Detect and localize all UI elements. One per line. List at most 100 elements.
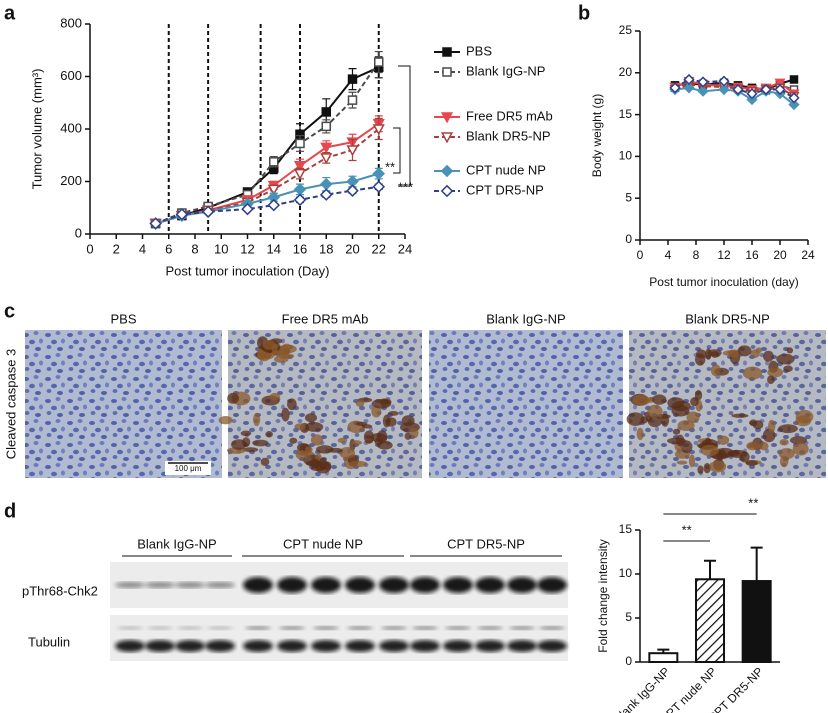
stain (703, 463, 711, 474)
marker (293, 183, 307, 196)
x-tick-label: 12 (717, 248, 731, 262)
marker (293, 161, 307, 173)
y-tick-label: 200 (60, 173, 82, 188)
y-tick-label: 15 (619, 107, 633, 121)
stain (240, 430, 252, 437)
stain (758, 441, 769, 451)
marker (746, 93, 758, 106)
band (115, 582, 145, 588)
x-tick-label: 20 (773, 248, 787, 262)
band (277, 640, 307, 652)
stain (745, 460, 758, 466)
band (347, 626, 373, 630)
band (475, 640, 505, 652)
stain (289, 437, 298, 444)
x-tick-label: 8 (191, 241, 198, 256)
x-tick-label: 10 (214, 241, 228, 256)
stain (363, 430, 375, 444)
band (475, 577, 505, 593)
stain (763, 350, 774, 362)
band (509, 626, 535, 630)
western-blot: Blank IgG-NP CPT nude NP CPT DR5-NP pThr… (22, 536, 568, 661)
band (412, 626, 438, 630)
y-tick-label: 0 (625, 232, 632, 246)
y-tick-label: 0 (75, 225, 82, 240)
stain (281, 407, 290, 422)
legend-label: PBS (466, 43, 492, 58)
significance: ** (385, 159, 395, 174)
band (507, 640, 537, 652)
stain (750, 349, 760, 358)
blot-strip (110, 615, 568, 661)
marker (774, 83, 786, 96)
band (145, 640, 175, 652)
stain (626, 412, 645, 426)
stain (404, 432, 412, 440)
y-tick-label: 15 (619, 522, 633, 536)
stain (697, 465, 704, 474)
marker (267, 198, 281, 212)
stain (688, 454, 696, 468)
stain (767, 367, 783, 378)
marker (293, 193, 307, 207)
stain (304, 413, 318, 423)
legend-label: Blank DR5-NP (466, 128, 551, 143)
stain (265, 431, 273, 438)
band (507, 577, 537, 593)
micrograph (429, 330, 623, 478)
band (443, 640, 473, 652)
marker (241, 202, 254, 216)
marker (149, 217, 162, 230)
marker (683, 82, 695, 94)
group-label: CPT nude NP (283, 536, 363, 551)
legend-label: CPT DR5-NP (466, 182, 544, 197)
stain (694, 353, 706, 366)
significance: ** (682, 522, 692, 537)
marker (320, 153, 333, 165)
stain (690, 397, 699, 407)
x-tick-label: 0 (86, 241, 93, 256)
panel-letter: a (4, 2, 16, 24)
marker (774, 78, 786, 89)
marker (788, 92, 800, 104)
stain (337, 437, 348, 444)
stain (260, 457, 270, 466)
band (313, 626, 339, 630)
stain (652, 394, 667, 405)
legend-label: Blank IgG-NP (466, 63, 545, 78)
stain (714, 447, 735, 458)
stain (286, 398, 297, 411)
stain (710, 364, 721, 377)
stain (708, 460, 727, 473)
x-tick-label: 22 (372, 241, 386, 256)
stain (768, 419, 776, 433)
stain (242, 447, 259, 453)
legend-marker (442, 67, 452, 77)
band (175, 582, 205, 588)
stain (717, 435, 730, 445)
stain (305, 422, 324, 432)
stain (672, 428, 681, 435)
band (537, 577, 567, 593)
image-label: Blank DR5-NP (685, 311, 770, 326)
marker (293, 168, 307, 180)
marker (789, 75, 799, 84)
line (155, 66, 380, 225)
line (155, 172, 380, 225)
marker (295, 138, 305, 149)
series (669, 73, 800, 104)
band (537, 640, 567, 652)
x-tick-label: 18 (319, 241, 333, 256)
stain (295, 450, 308, 460)
stain (646, 397, 655, 403)
micrograph-shade (429, 330, 623, 478)
y-tick-label: 400 (60, 120, 82, 135)
x-tick-label: 16 (745, 248, 759, 262)
stain (783, 365, 793, 372)
panel-letter: b (578, 2, 590, 24)
stain (380, 398, 392, 405)
stain (645, 415, 652, 422)
band (311, 640, 341, 652)
x-tick-label: 12 (240, 241, 254, 256)
